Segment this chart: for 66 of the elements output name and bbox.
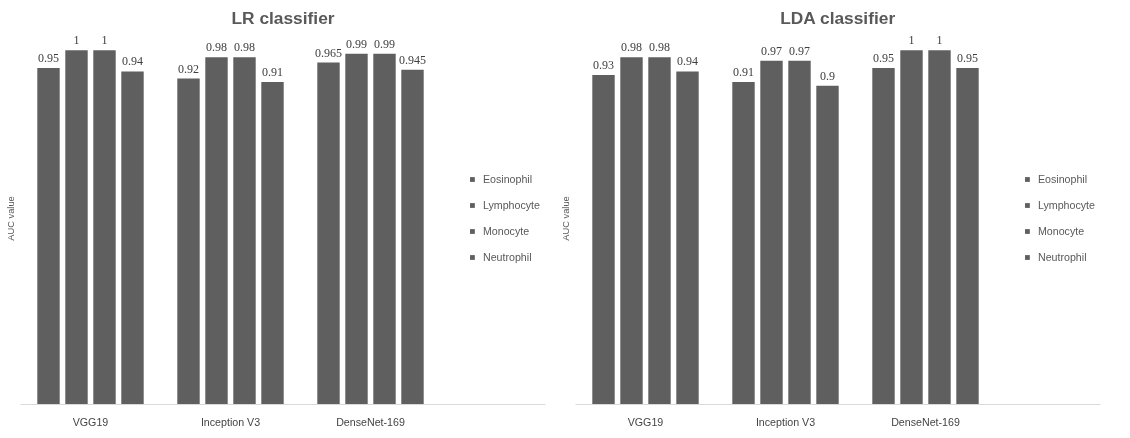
chart-title: LR classifier — [231, 7, 335, 28]
data-label: 0.97 — [761, 43, 782, 58]
bar — [205, 57, 228, 405]
data-label: 0.965 — [315, 45, 342, 60]
data-label: 1 — [908, 33, 915, 48]
legend-label: Lymphocyte — [482, 199, 540, 211]
data-label: 0.98 — [649, 40, 670, 55]
data-label: 0.91 — [262, 65, 283, 80]
x-tick-label: VGG19 — [72, 415, 109, 428]
y-axis-title: AUC value — [5, 196, 16, 241]
bar — [177, 78, 200, 405]
bar — [816, 85, 839, 405]
bar — [401, 69, 424, 405]
data-label: 0.94 — [122, 54, 143, 69]
data-label: 0.93 — [593, 58, 614, 73]
x-tick-label: VGG19 — [627, 415, 664, 428]
chart-title: LDA classifier — [780, 7, 896, 28]
data-label: 0.98 — [234, 40, 255, 55]
data-label: 0.95 — [957, 50, 978, 65]
data-label: 0.99 — [346, 36, 367, 51]
bar — [732, 82, 755, 405]
data-label: 0.98 — [206, 40, 227, 55]
legend-label: Monocyte — [1037, 225, 1085, 237]
legend-label: Eosinophil — [482, 173, 533, 185]
bar — [65, 50, 88, 405]
data-label: 0.99 — [374, 36, 395, 51]
x-tick-label: DenseNet-169 — [891, 415, 960, 428]
legend-label: Lymphocyte — [1037, 199, 1095, 211]
bar — [620, 57, 643, 405]
bar — [373, 53, 396, 405]
bar — [317, 62, 340, 405]
data-label: 0.95 — [38, 50, 59, 65]
x-tick-label: DenseNet-169 — [336, 415, 405, 428]
data-label: 0.91 — [733, 65, 754, 80]
bar — [93, 50, 116, 405]
data-label: 0.92 — [178, 61, 199, 76]
bar — [345, 53, 368, 405]
bar — [928, 50, 951, 405]
data-label: 0.97 — [789, 43, 810, 58]
data-label: 1 — [73, 33, 80, 48]
bar — [121, 71, 144, 405]
bar — [760, 60, 783, 405]
x-tick-label: Inception V3 — [200, 415, 261, 428]
legend-label: Monocyte — [482, 225, 530, 237]
bar — [676, 71, 699, 405]
legend-label: Eosinophil — [1037, 173, 1088, 185]
x-tick-label: Inception V3 — [755, 415, 816, 428]
bar — [261, 82, 284, 405]
data-label: 0.98 — [621, 40, 642, 55]
data-label: 0.95 — [873, 50, 894, 65]
bar — [233, 57, 256, 405]
legend-label: Neutrophil — [1037, 251, 1087, 263]
bar — [872, 67, 895, 405]
data-label: 1 — [936, 33, 943, 48]
data-label: 0.94 — [677, 54, 698, 69]
data-label: 1 — [101, 33, 108, 48]
data-label: 0.9 — [820, 68, 835, 83]
bar — [648, 57, 671, 405]
y-axis-title: AUC value — [560, 196, 571, 241]
legend-label: Neutrophil — [482, 251, 532, 263]
bar — [900, 50, 923, 405]
bar — [956, 67, 979, 405]
bar — [788, 60, 811, 405]
bar — [37, 67, 60, 405]
data-label: 0.945 — [399, 52, 426, 67]
bar — [592, 75, 615, 405]
